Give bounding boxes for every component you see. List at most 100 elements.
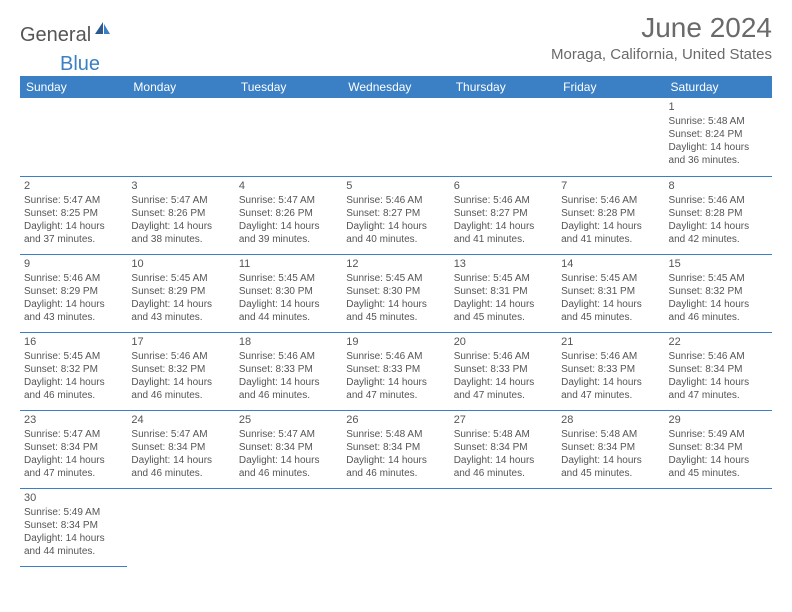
day-number: 3 (131, 179, 230, 193)
day-cell: 27Sunrise: 5:48 AMSunset: 8:34 PMDayligh… (450, 410, 557, 488)
day-cell: 18Sunrise: 5:46 AMSunset: 8:33 PMDayligh… (235, 332, 342, 410)
daylight-line: Daylight: 14 hours and 46 minutes. (24, 376, 123, 402)
daylight-line: Daylight: 14 hours and 47 minutes. (454, 376, 553, 402)
sunset-line: Sunset: 8:29 PM (131, 285, 230, 298)
sunrise-line: Sunrise: 5:46 AM (669, 194, 768, 207)
day-number: 21 (561, 335, 660, 349)
sunset-line: Sunset: 8:34 PM (131, 441, 230, 454)
day-number: 17 (131, 335, 230, 349)
day-cell: 23Sunrise: 5:47 AMSunset: 8:34 PMDayligh… (20, 410, 127, 488)
sunset-line: Sunset: 8:34 PM (239, 441, 338, 454)
daylight-line: Daylight: 14 hours and 44 minutes. (24, 532, 123, 558)
sunset-line: Sunset: 8:33 PM (239, 363, 338, 376)
calendar-header: SundayMondayTuesdayWednesdayThursdayFrid… (20, 76, 772, 98)
day-cell: 1Sunrise: 5:48 AMSunset: 8:24 PMDaylight… (665, 98, 772, 176)
sunset-line: Sunset: 8:24 PM (669, 128, 768, 141)
sunrise-line: Sunrise: 5:45 AM (561, 272, 660, 285)
sunset-line: Sunset: 8:25 PM (24, 207, 123, 220)
sunrise-line: Sunrise: 5:47 AM (24, 194, 123, 207)
day-number: 10 (131, 257, 230, 271)
sunset-line: Sunset: 8:34 PM (454, 441, 553, 454)
day-number: 27 (454, 413, 553, 427)
day-number: 11 (239, 257, 338, 271)
sunrise-line: Sunrise: 5:47 AM (131, 428, 230, 441)
empty-cell (557, 488, 664, 566)
sunrise-line: Sunrise: 5:47 AM (239, 194, 338, 207)
sunset-line: Sunset: 8:26 PM (239, 207, 338, 220)
day-number: 16 (24, 335, 123, 349)
empty-cell (342, 98, 449, 176)
logo: General (20, 12, 113, 51)
sunset-line: Sunset: 8:31 PM (561, 285, 660, 298)
day-number: 19 (346, 335, 445, 349)
daylight-line: Daylight: 14 hours and 39 minutes. (239, 220, 338, 246)
empty-cell (557, 98, 664, 176)
sunrise-line: Sunrise: 5:46 AM (561, 194, 660, 207)
weekday-header: Tuesday (235, 76, 342, 98)
sunrise-line: Sunrise: 5:45 AM (454, 272, 553, 285)
day-cell: 8Sunrise: 5:46 AMSunset: 8:28 PMDaylight… (665, 176, 772, 254)
day-cell: 4Sunrise: 5:47 AMSunset: 8:26 PMDaylight… (235, 176, 342, 254)
sunrise-line: Sunrise: 5:46 AM (669, 350, 768, 363)
sunset-line: Sunset: 8:34 PM (669, 441, 768, 454)
sunset-line: Sunset: 8:27 PM (454, 207, 553, 220)
day-number: 24 (131, 413, 230, 427)
daylight-line: Daylight: 14 hours and 41 minutes. (561, 220, 660, 246)
sunrise-line: Sunrise: 5:45 AM (346, 272, 445, 285)
sunrise-line: Sunrise: 5:45 AM (239, 272, 338, 285)
day-cell: 5Sunrise: 5:46 AMSunset: 8:27 PMDaylight… (342, 176, 449, 254)
day-cell: 17Sunrise: 5:46 AMSunset: 8:32 PMDayligh… (127, 332, 234, 410)
sunrise-line: Sunrise: 5:45 AM (24, 350, 123, 363)
day-cell: 2Sunrise: 5:47 AMSunset: 8:25 PMDaylight… (20, 176, 127, 254)
sunset-line: Sunset: 8:34 PM (669, 363, 768, 376)
empty-cell (450, 98, 557, 176)
sunrise-line: Sunrise: 5:45 AM (669, 272, 768, 285)
daylight-line: Daylight: 14 hours and 40 minutes. (346, 220, 445, 246)
sunset-line: Sunset: 8:27 PM (346, 207, 445, 220)
sunset-line: Sunset: 8:28 PM (669, 207, 768, 220)
sunset-line: Sunset: 8:29 PM (24, 285, 123, 298)
daylight-line: Daylight: 14 hours and 44 minutes. (239, 298, 338, 324)
weekday-header: Thursday (450, 76, 557, 98)
empty-cell (127, 488, 234, 566)
logo-text-general: General (20, 24, 91, 47)
day-number: 4 (239, 179, 338, 193)
sunset-line: Sunset: 8:31 PM (454, 285, 553, 298)
weekday-header: Saturday (665, 76, 772, 98)
empty-cell (127, 98, 234, 176)
daylight-line: Daylight: 14 hours and 36 minutes. (669, 141, 768, 167)
sunset-line: Sunset: 8:30 PM (346, 285, 445, 298)
day-number: 7 (561, 179, 660, 193)
sunset-line: Sunset: 8:32 PM (131, 363, 230, 376)
day-cell: 13Sunrise: 5:45 AMSunset: 8:31 PMDayligh… (450, 254, 557, 332)
day-number: 15 (669, 257, 768, 271)
sunrise-line: Sunrise: 5:47 AM (239, 428, 338, 441)
daylight-line: Daylight: 14 hours and 46 minutes. (346, 454, 445, 480)
day-cell: 29Sunrise: 5:49 AMSunset: 8:34 PMDayligh… (665, 410, 772, 488)
day-number: 28 (561, 413, 660, 427)
day-number: 30 (24, 491, 123, 505)
day-number: 18 (239, 335, 338, 349)
day-cell: 14Sunrise: 5:45 AMSunset: 8:31 PMDayligh… (557, 254, 664, 332)
daylight-line: Daylight: 14 hours and 46 minutes. (131, 376, 230, 402)
day-cell: 28Sunrise: 5:48 AMSunset: 8:34 PMDayligh… (557, 410, 664, 488)
calendar-row: 9Sunrise: 5:46 AMSunset: 8:29 PMDaylight… (20, 254, 772, 332)
calendar-row: 1Sunrise: 5:48 AMSunset: 8:24 PMDaylight… (20, 98, 772, 176)
day-number: 23 (24, 413, 123, 427)
calendar-row: 23Sunrise: 5:47 AMSunset: 8:34 PMDayligh… (20, 410, 772, 488)
day-number: 25 (239, 413, 338, 427)
sunrise-line: Sunrise: 5:46 AM (346, 350, 445, 363)
sunset-line: Sunset: 8:34 PM (24, 519, 123, 532)
sunrise-line: Sunrise: 5:46 AM (561, 350, 660, 363)
daylight-line: Daylight: 14 hours and 47 minutes. (346, 376, 445, 402)
day-cell: 3Sunrise: 5:47 AMSunset: 8:26 PMDaylight… (127, 176, 234, 254)
day-number: 29 (669, 413, 768, 427)
empty-cell (20, 98, 127, 176)
sunset-line: Sunset: 8:33 PM (454, 363, 553, 376)
day-number: 2 (24, 179, 123, 193)
day-cell: 9Sunrise: 5:46 AMSunset: 8:29 PMDaylight… (20, 254, 127, 332)
daylight-line: Daylight: 14 hours and 46 minutes. (239, 376, 338, 402)
daylight-line: Daylight: 14 hours and 47 minutes. (669, 376, 768, 402)
day-cell: 12Sunrise: 5:45 AMSunset: 8:30 PMDayligh… (342, 254, 449, 332)
location: Moraga, California, United States (551, 46, 772, 63)
